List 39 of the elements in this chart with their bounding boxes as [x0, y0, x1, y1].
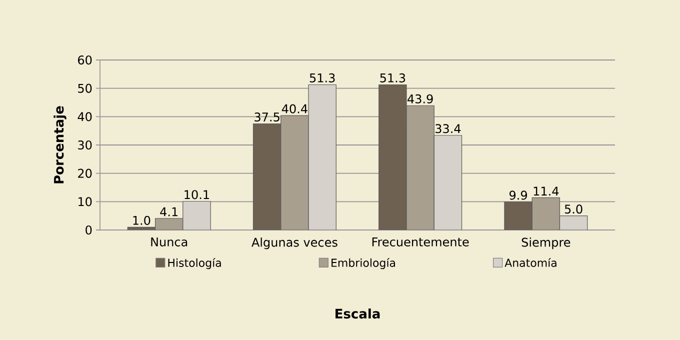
- data-label: 40.4: [282, 104, 308, 114]
- data-label: 9.9: [509, 190, 527, 200]
- data-label: 43.9: [408, 94, 433, 104]
- bar: [434, 135, 462, 230]
- y-tick-label: 20: [78, 168, 92, 178]
- x-tick-label: Frecuentemente: [372, 238, 469, 246]
- data-label: 37.5: [254, 112, 280, 122]
- bar: [532, 197, 560, 230]
- data-label: 51.3: [380, 73, 406, 82]
- bar: [280, 115, 309, 230]
- x-axis-title: Escala: [336, 308, 380, 319]
- bar: [155, 218, 183, 230]
- bar: [504, 202, 532, 230]
- x-tick-label: Siempre: [522, 238, 570, 250]
- x-tick-label: Nunca: [151, 238, 188, 246]
- data-label: 33.4: [435, 124, 461, 134]
- x-tick-label: Algunas veces: [252, 238, 338, 250]
- data-label: 51.3: [310, 73, 335, 82]
- y-axis-title: Porcentaje: [54, 106, 66, 184]
- bar: [559, 216, 588, 230]
- legend-label: Anatomía: [504, 258, 556, 267]
- y-tick-label: 10: [78, 197, 92, 206]
- data-label: 1.0: [133, 216, 150, 225]
- bar: [308, 84, 336, 230]
- y-tick-label: 60: [78, 55, 92, 65]
- y-tick-label: 50: [78, 84, 92, 93]
- data-label: 5.0: [564, 204, 582, 214]
- data-label: 11.4: [534, 186, 559, 196]
- legend-label: Embriología: [332, 258, 396, 270]
- bar: [378, 84, 407, 230]
- bar: [252, 123, 282, 230]
- legend-label: Histología: [168, 258, 221, 270]
- bar: [182, 201, 211, 230]
- y-tick-label: 0: [86, 225, 92, 235]
- y-tick-label: 30: [78, 140, 92, 150]
- y-tick-label: 40: [78, 112, 92, 122]
- data-label: 10.1: [184, 190, 209, 200]
- bar: [406, 105, 434, 230]
- data-label: 4.1: [160, 207, 178, 216]
